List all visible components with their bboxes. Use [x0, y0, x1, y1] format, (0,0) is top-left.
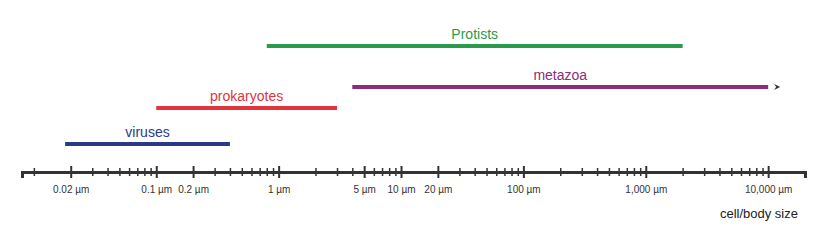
x-tick-label: 0.02 µm	[53, 184, 89, 195]
x-tick-label: 5 µm	[353, 184, 375, 195]
x-tick-line	[645, 166, 647, 178]
x-tick-line	[278, 166, 280, 178]
x-tick-line	[437, 166, 439, 178]
x-tick: 10,000 µm	[745, 166, 792, 195]
x-tick-label: 0.1 µm	[141, 184, 172, 195]
category-label: viruses	[125, 124, 169, 140]
x-tick-line	[193, 166, 195, 178]
x-tick: 20 µm	[424, 166, 452, 195]
range-bar	[156, 106, 337, 110]
chart: 0.02 µm 0.1 µm 0.2 µm 1 µm 5 µm 10 µm 20 µm 100…	[0, 0, 826, 238]
x-tick-line	[768, 166, 770, 178]
x-tick: 0.2 µm	[178, 166, 209, 195]
x-tick-label: 1 µm	[268, 184, 290, 195]
x-tick: 5 µm	[353, 166, 375, 195]
x-axis: 0.02 µm 0.1 µm 0.2 µm 1 µm 5 µm 10 µm 20 µm 100…	[23, 166, 806, 195]
x-tick-line	[364, 166, 366, 178]
x-axis-line	[23, 173, 806, 179]
range-bar	[267, 44, 683, 48]
x-tick-line	[156, 166, 158, 178]
x-tick: 10 µm	[388, 166, 416, 195]
x-tick: 100 µm	[507, 166, 541, 195]
x-tick: 1,000 µm	[625, 166, 667, 195]
x-tick-label: 20 µm	[424, 184, 452, 195]
range-bar	[352, 85, 768, 89]
x-tick: 1 µm	[268, 166, 290, 195]
bar-labels: viruses prokaryotes Protists metazoa	[125, 26, 780, 140]
x-tick: 0.1 µm	[141, 166, 172, 195]
x-axis-title: cell/body size	[720, 206, 798, 221]
x-tick-label: 100 µm	[507, 184, 541, 195]
x-tick-line	[523, 166, 525, 178]
x-tick-line	[401, 166, 403, 178]
range-bar	[65, 142, 230, 146]
x-tick-label: 10 µm	[388, 184, 416, 195]
x-tick-line	[70, 166, 72, 178]
x-tick: 0.02 µm	[53, 166, 89, 195]
bars	[65, 46, 768, 144]
category-label: metazoa	[533, 67, 587, 83]
category-label: prokaryotes	[210, 88, 283, 104]
category-label: Protists	[451, 26, 498, 42]
x-tick-label: 0.2 µm	[178, 184, 209, 195]
x-tick-label: 10,000 µm	[745, 184, 792, 195]
x-tick-label: 1,000 µm	[625, 184, 667, 195]
continuation-arrow	[774, 84, 780, 90]
